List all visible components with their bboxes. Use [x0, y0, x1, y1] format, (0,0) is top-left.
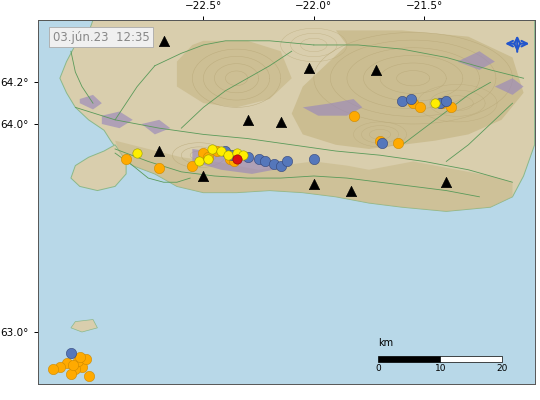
- Point: [270, 160, 279, 167]
- Point: [73, 358, 82, 364]
- Polygon shape: [192, 149, 274, 174]
- Point: [62, 360, 71, 366]
- Point: [254, 156, 263, 162]
- Point: [69, 362, 77, 368]
- Point: [66, 350, 75, 356]
- Point: [243, 154, 252, 160]
- Point: [437, 100, 446, 106]
- Point: [347, 187, 356, 194]
- Polygon shape: [102, 112, 133, 128]
- Point: [78, 364, 86, 370]
- Point: [431, 100, 440, 106]
- Point: [224, 152, 232, 158]
- Point: [276, 119, 285, 125]
- Polygon shape: [115, 141, 512, 211]
- Point: [49, 366, 58, 373]
- Point: [261, 158, 269, 165]
- Point: [66, 370, 75, 377]
- Text: 10: 10: [435, 364, 446, 373]
- Polygon shape: [495, 78, 524, 95]
- Point: [199, 150, 208, 156]
- Point: [188, 162, 197, 169]
- Text: 0: 0: [375, 364, 381, 373]
- Polygon shape: [457, 51, 495, 70]
- Point: [393, 140, 402, 146]
- Point: [309, 181, 318, 188]
- Point: [442, 98, 450, 104]
- Point: [159, 38, 168, 44]
- Point: [435, 100, 444, 106]
- Point: [76, 354, 84, 360]
- Point: [155, 164, 164, 171]
- Point: [407, 96, 415, 102]
- Text: 03.jún.23  12:35: 03.jún.23 12:35: [53, 31, 150, 44]
- Polygon shape: [141, 120, 170, 134]
- Point: [226, 156, 234, 162]
- Point: [376, 138, 384, 144]
- Point: [71, 366, 80, 373]
- Point: [122, 156, 131, 162]
- Point: [212, 148, 221, 154]
- Point: [372, 67, 380, 73]
- Point: [56, 364, 64, 370]
- Polygon shape: [292, 30, 524, 149]
- Bar: [440, 356, 502, 362]
- Point: [221, 148, 230, 154]
- Point: [409, 100, 417, 106]
- Point: [82, 356, 91, 362]
- Point: [204, 156, 212, 162]
- Point: [283, 158, 292, 165]
- Point: [230, 158, 239, 165]
- Polygon shape: [177, 41, 292, 107]
- Point: [199, 173, 208, 179]
- Point: [217, 148, 225, 154]
- Point: [194, 158, 203, 165]
- Point: [378, 140, 387, 146]
- Text: km: km: [378, 338, 393, 348]
- Point: [239, 152, 247, 158]
- Point: [232, 150, 241, 156]
- Point: [398, 98, 407, 104]
- Point: [447, 104, 455, 110]
- Point: [155, 148, 164, 154]
- Point: [349, 112, 358, 119]
- Point: [204, 154, 212, 160]
- Bar: [378, 356, 440, 362]
- Polygon shape: [303, 99, 362, 116]
- Polygon shape: [71, 320, 97, 332]
- Point: [305, 65, 314, 71]
- Text: 20: 20: [497, 364, 508, 373]
- Point: [415, 104, 424, 110]
- Point: [232, 156, 241, 162]
- Point: [442, 179, 450, 186]
- Polygon shape: [80, 95, 102, 110]
- Point: [208, 146, 217, 152]
- Point: [228, 152, 237, 158]
- Point: [243, 117, 252, 123]
- Point: [276, 162, 285, 169]
- Polygon shape: [71, 145, 126, 190]
- Point: [309, 156, 318, 162]
- Polygon shape: [38, 20, 535, 211]
- Point: [84, 372, 93, 379]
- Point: [133, 150, 141, 156]
